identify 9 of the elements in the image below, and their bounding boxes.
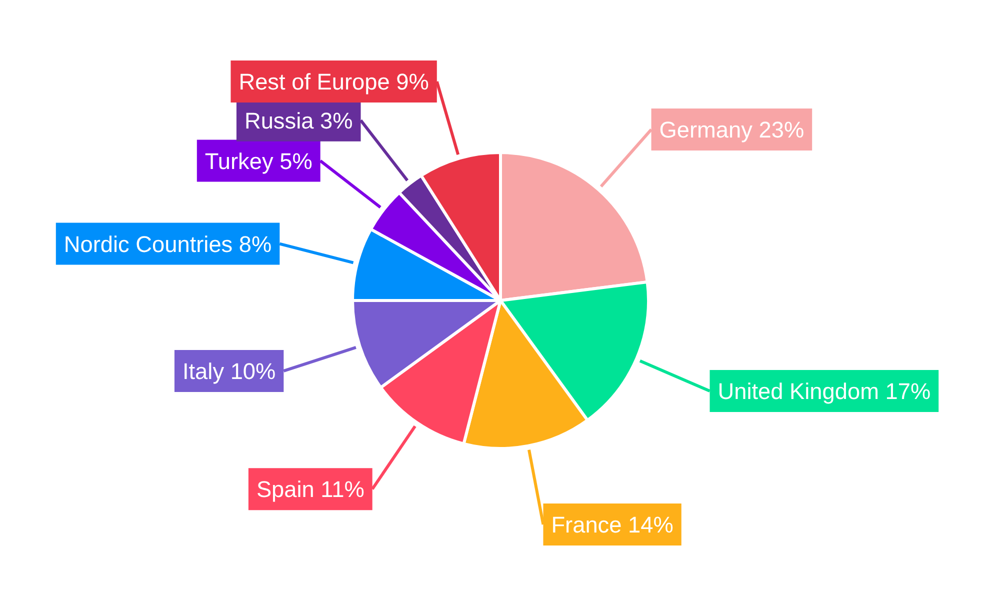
slice-label: Nordic Countries 8%: [64, 230, 272, 257]
slice-label: Russia 3%: [244, 107, 353, 134]
slice-label: France 14%: [551, 511, 674, 538]
slice-label: Rest of Europe 9%: [238, 68, 429, 95]
slice-label: Italy 10%: [182, 358, 276, 384]
slice-label: Germany 23%: [659, 116, 804, 142]
slice-label: Turkey 5%: [204, 148, 312, 174]
slice-label: United Kingdom 17%: [718, 378, 931, 404]
slice-label: Spain 11%: [256, 476, 364, 502]
